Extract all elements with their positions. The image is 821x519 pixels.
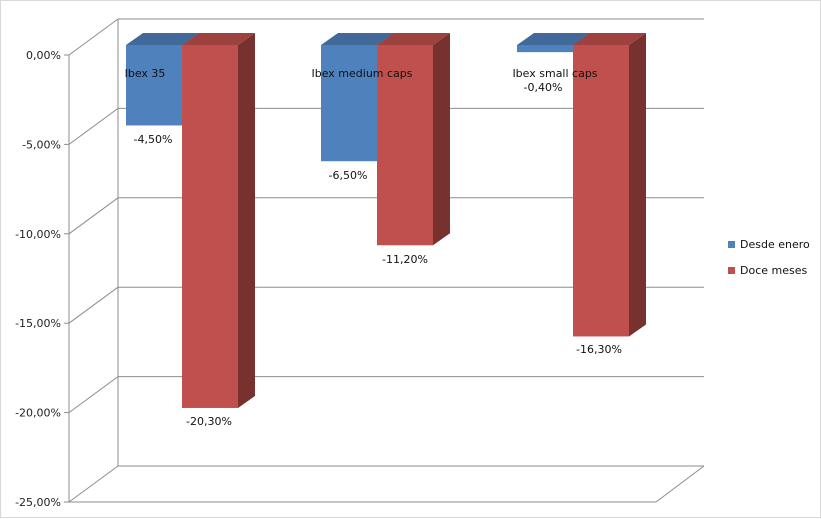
- bar: [377, 45, 433, 246]
- gridline-diagonal: [68, 107, 119, 145]
- data-label: -0,40%: [524, 81, 563, 94]
- legend-swatch: [728, 241, 735, 248]
- legend-label: Doce meses: [740, 264, 807, 277]
- y-tick-label: -15,00%: [15, 317, 61, 330]
- bar-top-face: [517, 33, 590, 45]
- bar: [182, 45, 238, 408]
- y-tick-label: -25,00%: [15, 496, 61, 509]
- bar-top-face: [573, 33, 646, 45]
- bar: [517, 45, 573, 53]
- bar-side-face: [238, 33, 255, 408]
- bar: [321, 45, 377, 162]
- legend-label: Desde enero: [740, 238, 810, 251]
- bar-top-face: [321, 33, 394, 45]
- category-label: Ibex small caps: [512, 67, 597, 80]
- gridline-diagonal: [68, 376, 119, 414]
- gridline-diagonal: [68, 18, 119, 56]
- bar: [573, 45, 629, 337]
- data-label: -4,50%: [134, 133, 173, 146]
- gridline-diagonal: [68, 465, 119, 503]
- data-label: -11,20%: [382, 253, 428, 266]
- data-label: -20,30%: [186, 415, 232, 428]
- y-tick-label: -10,00%: [15, 228, 61, 241]
- bar-top-face: [182, 33, 255, 45]
- data-label: -16,30%: [576, 343, 622, 356]
- legend-swatch: [728, 267, 735, 274]
- y-tick-label: 0,00%: [26, 49, 61, 62]
- bar: [126, 45, 182, 126]
- bar-top-face: [126, 33, 199, 45]
- y-tick-label: -5,00%: [22, 138, 61, 151]
- category-label: Ibex 35: [125, 67, 166, 80]
- data-label: -6,50%: [329, 169, 368, 182]
- floor-edge: [655, 465, 705, 503]
- category-label: Ibex medium caps: [311, 67, 412, 80]
- y-tick-label: -20,00%: [15, 407, 61, 420]
- gridline-diagonal: [68, 197, 119, 235]
- gridline-diagonal: [68, 286, 119, 324]
- bar-side-face: [433, 33, 450, 246]
- bar-top-face: [377, 33, 450, 45]
- bar-side-face: [629, 33, 646, 337]
